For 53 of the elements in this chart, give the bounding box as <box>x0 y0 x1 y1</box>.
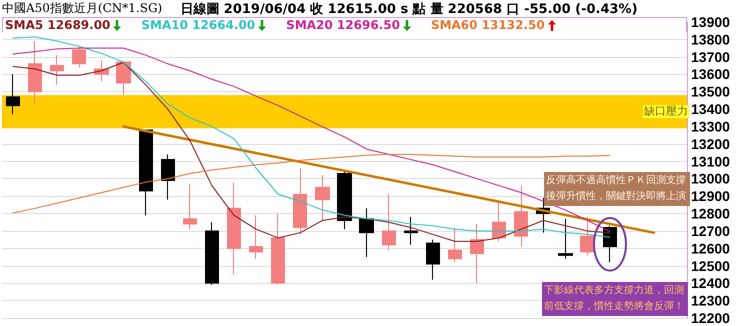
candlestick <box>426 239 440 280</box>
y-tick-label: 13600 <box>691 66 730 82</box>
y-tick-label: 12600 <box>691 240 730 256</box>
candlestick <box>271 213 285 286</box>
candlestick <box>514 185 528 248</box>
y-tick-label: 12900 <box>691 188 730 204</box>
candlestick <box>404 216 418 246</box>
y-tick-label: 12200 <box>691 310 730 326</box>
text: SMA5 12689.00 <box>5 18 110 32</box>
candlestick <box>337 170 352 230</box>
candlestick <box>603 225 617 263</box>
y-tick-label: 12500 <box>691 258 730 274</box>
chart-title: 中國A50指數近月(CN*1.SG) <box>2 0 162 17</box>
text: SMA10 12664.00 <box>141 18 256 32</box>
candlestick <box>448 226 462 263</box>
candlestick <box>382 194 396 251</box>
candlestick <box>227 182 241 275</box>
y-tick-label: 12700 <box>691 222 730 239</box>
y-tick-label: 13900 <box>691 14 730 30</box>
band-label: 缺口壓力 <box>644 104 688 118</box>
y-tick-label: 13700 <box>691 48 730 65</box>
candlestick <box>315 174 330 221</box>
candlestick <box>470 223 484 284</box>
candlestick <box>293 168 307 235</box>
text: SMA60 13132.50 <box>430 18 545 32</box>
candlestick <box>139 129 153 216</box>
y-tick-label: 13500 <box>691 84 730 100</box>
y-tick-label: 13300 <box>691 118 730 134</box>
y-tick-label: 12800 <box>691 206 730 222</box>
candlestick <box>558 218 573 260</box>
candlestick <box>359 208 374 258</box>
y-tick-label: 13000 <box>691 170 730 187</box>
candlestick <box>205 222 219 286</box>
y-tick-label: 13100 <box>691 153 730 170</box>
y-tick-label: 12400 <box>691 275 730 292</box>
candlestick <box>161 154 175 200</box>
candlestick <box>249 214 263 260</box>
candlestick <box>116 62 131 96</box>
annotation: 下影線代表多方支撐力道，回測前低支撐，慣性走勢將會反彈！ <box>542 282 688 316</box>
chart-subtitle: 日線圖 2019/06/04 收 12615.00 s 點 量 220568 口 -55.00 (-0.43%) <box>180 0 638 18</box>
candlestick <box>6 74 20 115</box>
candlestick <box>72 46 86 68</box>
candlestick <box>183 183 197 230</box>
y-tick-label: 13400 <box>691 101 730 118</box>
candlestick <box>492 200 506 242</box>
candlestick <box>50 54 64 86</box>
y-tick-label: 13800 <box>691 31 730 48</box>
candlestick <box>580 216 595 256</box>
y-tick-label: 12300 <box>691 292 730 309</box>
annotation: 反彈高不過高慣性ＰＫ回測支撐後彈升慣性，關鍵對決即將上演 <box>544 172 690 206</box>
text: SMA20 12696.50 <box>286 18 400 32</box>
candlestick <box>28 40 42 104</box>
y-tick-label: 13200 <box>691 136 730 152</box>
